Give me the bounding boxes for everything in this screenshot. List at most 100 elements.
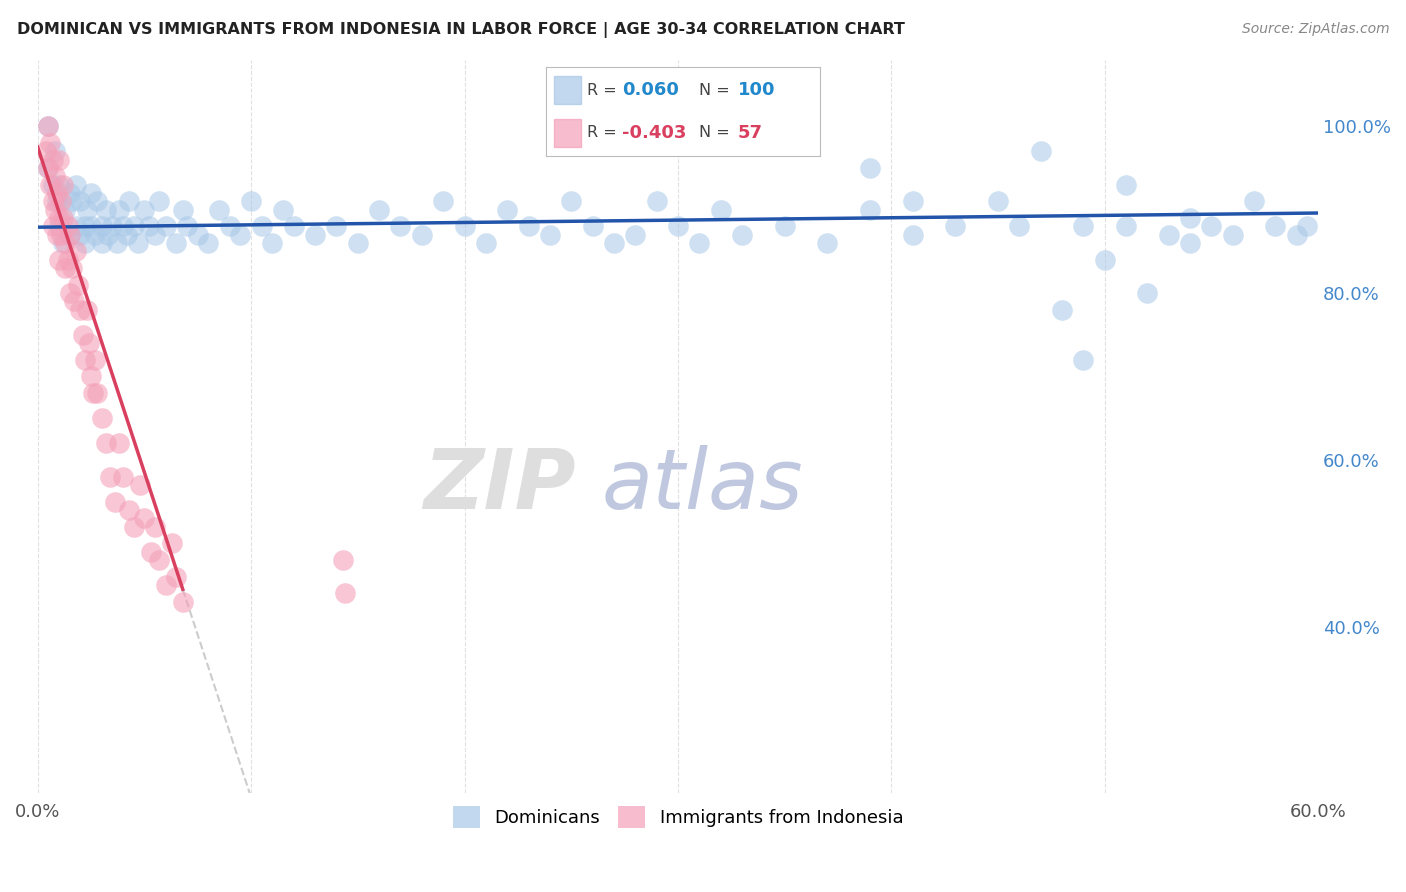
Point bbox=[475, 235, 498, 250]
Point bbox=[859, 202, 882, 217]
Point bbox=[155, 219, 177, 234]
Point bbox=[56, 252, 79, 267]
Point bbox=[1008, 219, 1031, 234]
Point bbox=[45, 227, 67, 242]
Text: 100: 100 bbox=[738, 81, 775, 99]
Point bbox=[710, 202, 733, 217]
Point bbox=[118, 503, 141, 517]
Point bbox=[1178, 235, 1201, 250]
Point bbox=[90, 411, 112, 425]
Point bbox=[41, 194, 63, 209]
Point bbox=[80, 186, 103, 200]
Point bbox=[688, 235, 710, 250]
Point bbox=[645, 194, 668, 209]
Point bbox=[59, 227, 82, 242]
Point bbox=[1073, 219, 1095, 234]
Point bbox=[160, 536, 183, 550]
Point bbox=[44, 169, 66, 184]
Point bbox=[94, 202, 117, 217]
Point bbox=[69, 227, 91, 242]
Point bbox=[86, 386, 108, 401]
Point bbox=[250, 219, 273, 234]
Point bbox=[94, 436, 117, 450]
Text: 57: 57 bbox=[738, 124, 762, 142]
Point bbox=[97, 227, 120, 242]
Point bbox=[1264, 219, 1286, 234]
Point bbox=[37, 161, 59, 175]
Point bbox=[218, 219, 240, 234]
Point bbox=[65, 219, 87, 234]
Point bbox=[59, 186, 82, 200]
Point bbox=[48, 211, 70, 225]
Point bbox=[48, 219, 70, 234]
Bar bbox=[554, 76, 581, 104]
Point bbox=[172, 594, 194, 608]
Text: 0.060: 0.060 bbox=[623, 81, 679, 99]
Point bbox=[44, 202, 66, 217]
Point bbox=[134, 511, 156, 525]
Point bbox=[122, 219, 145, 234]
Point bbox=[65, 244, 87, 259]
Point bbox=[773, 219, 796, 234]
Point bbox=[80, 219, 103, 234]
Point bbox=[112, 219, 135, 234]
Point bbox=[52, 235, 75, 250]
Point bbox=[118, 194, 141, 209]
Point bbox=[229, 227, 252, 242]
Point bbox=[84, 352, 107, 367]
Point bbox=[69, 194, 91, 209]
Point bbox=[129, 478, 152, 492]
Point bbox=[624, 227, 647, 242]
Point bbox=[65, 178, 87, 192]
Point bbox=[45, 186, 67, 200]
Point bbox=[72, 327, 94, 342]
Point bbox=[139, 544, 162, 558]
Point bbox=[1094, 252, 1116, 267]
Point bbox=[143, 519, 166, 533]
Point bbox=[37, 120, 59, 134]
Point bbox=[172, 202, 194, 217]
Point bbox=[48, 178, 70, 192]
Point bbox=[1157, 227, 1180, 242]
Point bbox=[52, 178, 75, 192]
Point bbox=[117, 227, 139, 242]
Point bbox=[1178, 211, 1201, 225]
Point bbox=[39, 178, 62, 192]
Point bbox=[51, 227, 73, 242]
Point bbox=[432, 194, 454, 209]
Point bbox=[67, 277, 90, 292]
Point bbox=[901, 194, 924, 209]
Point bbox=[86, 194, 108, 209]
Point bbox=[63, 294, 86, 309]
Text: R =: R = bbox=[586, 126, 616, 140]
Point bbox=[41, 153, 63, 167]
Point bbox=[143, 227, 166, 242]
Point bbox=[1115, 219, 1137, 234]
Point bbox=[103, 494, 125, 508]
Point bbox=[80, 369, 103, 384]
Point bbox=[73, 219, 96, 234]
Point bbox=[148, 194, 170, 209]
Point bbox=[517, 219, 540, 234]
Point bbox=[731, 227, 754, 242]
Point bbox=[41, 219, 63, 234]
Point bbox=[304, 227, 326, 242]
Point bbox=[76, 302, 98, 317]
Point bbox=[496, 202, 519, 217]
Point bbox=[122, 519, 145, 533]
Point bbox=[138, 219, 160, 234]
Point bbox=[39, 136, 62, 150]
Point bbox=[127, 235, 149, 250]
Point bbox=[453, 219, 475, 234]
Point bbox=[77, 336, 100, 351]
Point bbox=[48, 252, 70, 267]
Point bbox=[603, 235, 626, 250]
Point bbox=[48, 153, 70, 167]
Point bbox=[411, 227, 433, 242]
Point bbox=[165, 569, 187, 583]
Text: Source: ZipAtlas.com: Source: ZipAtlas.com bbox=[1241, 22, 1389, 37]
Point bbox=[82, 386, 104, 401]
Point bbox=[101, 219, 124, 234]
Point bbox=[581, 219, 603, 234]
Point bbox=[37, 120, 59, 134]
